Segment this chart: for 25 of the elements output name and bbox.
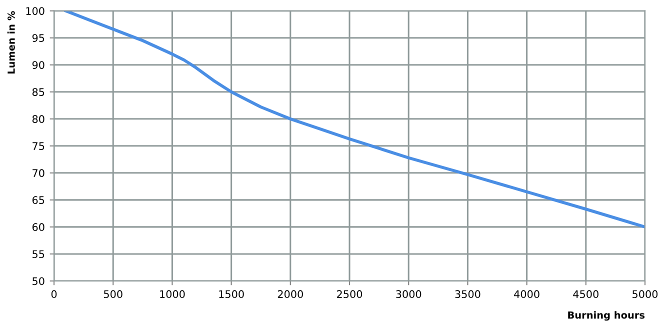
x-tick-label: 2000	[278, 290, 303, 298]
x-axis-title: Burning hours	[568, 311, 645, 321]
x-tick-label: 3000	[396, 290, 422, 298]
y-tick-label: 95	[32, 34, 44, 42]
y-tick-label: 100	[26, 7, 44, 15]
x-tick-label: 3500	[455, 290, 480, 298]
y-tick-label: 65	[32, 196, 44, 204]
x-tick-label: 4500	[573, 290, 598, 298]
x-tick-label: 5000	[632, 290, 658, 298]
x-tick-label: 500	[104, 290, 122, 298]
x-tick-label: 2500	[337, 290, 362, 298]
line-series	[64, 10, 645, 228]
y-tick-label: 60	[32, 223, 44, 232]
y-tick-label: 90	[32, 61, 44, 69]
y-tick-label: 70	[32, 169, 44, 178]
y-tick-label: 85	[32, 88, 44, 96]
x-tick-label: 1000	[160, 290, 185, 298]
x-tick-label: 4000	[514, 290, 540, 298]
y-tick-label: 50	[32, 277, 44, 286]
y-tick-label: 80	[32, 115, 44, 124]
x-tick-label: 1500	[219, 290, 244, 298]
x-tick-label: 0	[51, 290, 57, 298]
y-tick-label: 55	[32, 250, 44, 258]
y-tick-label: 75	[32, 142, 44, 150]
y-axis-title: Lumen in %	[7, 11, 15, 74]
